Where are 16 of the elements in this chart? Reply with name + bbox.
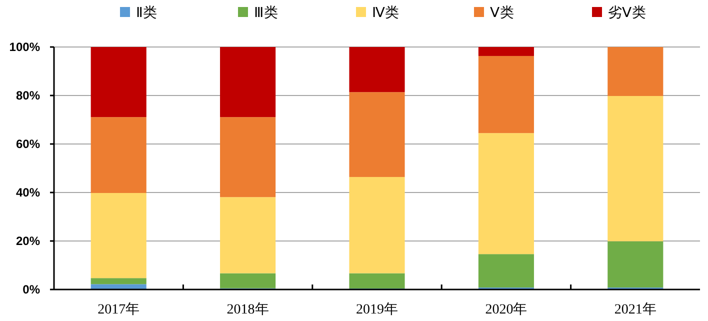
x-tick-label: 2018年 <box>226 302 269 318</box>
y-tick-label: 60% <box>16 137 40 151</box>
x-tick-label: 2017年 <box>98 302 140 318</box>
legend-label: Ⅴ类 <box>490 5 514 21</box>
y-tick-label: 0% <box>22 282 40 296</box>
legend-label: Ⅱ类 <box>136 5 157 21</box>
x-tick-label: 2019年 <box>356 302 398 318</box>
y-tick-label: 100% <box>9 40 40 54</box>
legend-label: Ⅲ类 <box>254 5 278 21</box>
y-tick-label: 40% <box>16 186 40 200</box>
y-tick-label: 20% <box>16 234 40 248</box>
legend-label: Ⅳ类 <box>372 5 399 21</box>
y-tick-label: 80% <box>16 88 40 102</box>
x-tick-label: 2021年 <box>614 302 656 318</box>
legend-label: 劣Ⅴ类 <box>608 5 646 21</box>
x-tick-label: 2020年 <box>485 302 528 318</box>
